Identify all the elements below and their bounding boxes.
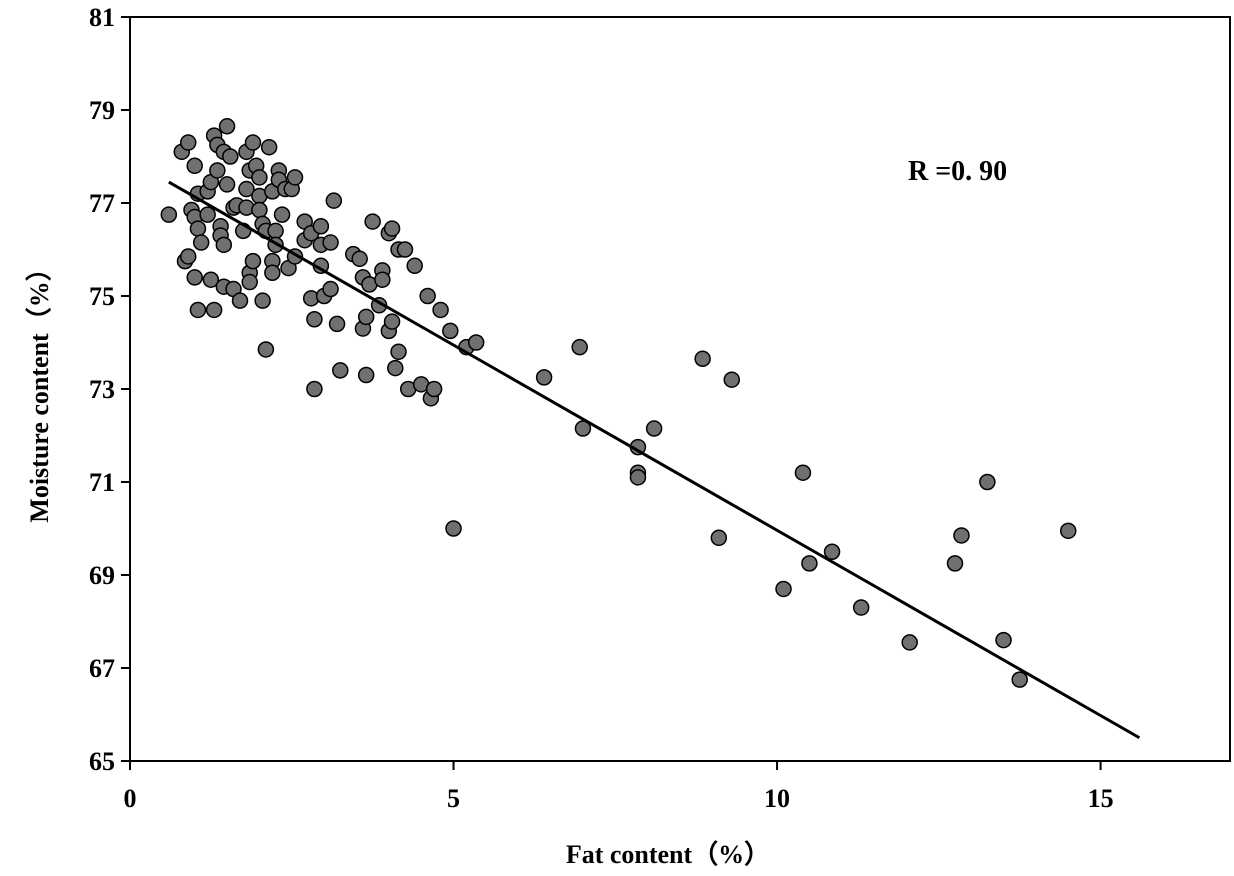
data-point — [351, 250, 368, 268]
data-point — [322, 234, 339, 251]
data-point — [186, 157, 203, 175]
data-point — [357, 366, 375, 384]
data-point — [1011, 671, 1028, 688]
y-tick-label: 65 — [89, 747, 115, 776]
data-point — [901, 634, 918, 651]
data-point — [306, 380, 323, 398]
data-point — [215, 236, 233, 254]
data-point — [571, 338, 588, 356]
x-tick-label: 10 — [764, 784, 790, 813]
data-point — [199, 206, 216, 223]
data-point — [251, 169, 268, 186]
data-point — [383, 220, 401, 237]
data-point — [312, 218, 330, 235]
y-tick-label: 79 — [89, 96, 115, 125]
data-point — [535, 369, 553, 386]
data-point — [794, 464, 812, 481]
data-point — [629, 469, 647, 486]
data-point — [218, 176, 236, 193]
y-axis-ticks: 65 67 69 71 73 75 77 79 81 — [89, 3, 130, 776]
data-point — [801, 555, 818, 572]
data-point — [254, 292, 271, 309]
data-point — [445, 520, 462, 537]
data-point — [189, 220, 207, 237]
y-tick-label: 69 — [89, 561, 115, 590]
data-point — [251, 201, 268, 219]
x-axis-ticks: 0 5 10 15 — [124, 761, 1114, 813]
data-point — [179, 248, 197, 265]
x-tick-label: 15 — [1088, 784, 1114, 813]
data-point — [374, 271, 391, 288]
data-point — [205, 301, 223, 319]
data-point — [946, 555, 964, 572]
data-point — [238, 180, 255, 198]
data-point — [852, 599, 870, 616]
data-point — [209, 162, 226, 179]
data-point — [306, 311, 323, 328]
data-point — [467, 334, 485, 351]
data-point — [419, 287, 436, 305]
data-point — [179, 134, 197, 151]
data-point — [267, 222, 284, 240]
data-point — [442, 322, 459, 340]
data-point — [264, 264, 281, 281]
data-point — [231, 292, 249, 309]
data-point — [202, 271, 220, 288]
plot-frame — [129, 16, 1231, 762]
data-point — [710, 529, 728, 547]
data-point — [775, 580, 792, 598]
data-point — [383, 313, 401, 330]
regression-line — [168, 180, 1141, 740]
data-point — [222, 148, 239, 165]
data-point — [953, 527, 970, 544]
data-point — [218, 118, 236, 135]
data-point — [160, 206, 178, 223]
data-point — [425, 380, 443, 398]
y-tick-label: 75 — [89, 282, 115, 311]
x-tick-label: 5 — [447, 784, 460, 813]
data-point — [645, 420, 663, 437]
data-point — [322, 280, 339, 298]
data-point — [357, 308, 375, 326]
data-point — [260, 138, 278, 156]
data-point — [257, 341, 275, 358]
data-point — [325, 192, 343, 209]
data-points — [160, 118, 1077, 688]
correlation-annotation: R =0. 90 — [908, 156, 1007, 187]
data-point — [390, 343, 407, 361]
y-tick-label: 77 — [89, 189, 115, 218]
y-axis-title: Moisture content（%） — [25, 255, 54, 522]
data-point — [189, 301, 207, 319]
data-point — [286, 169, 304, 186]
data-point — [723, 371, 741, 388]
data-point — [241, 273, 258, 291]
x-tick-label: 0 — [124, 784, 137, 813]
data-point — [979, 473, 996, 491]
data-point — [192, 234, 210, 251]
data-point — [694, 350, 711, 368]
data-point — [328, 315, 346, 333]
data-point — [186, 269, 203, 286]
data-point — [406, 257, 423, 275]
y-tick-label: 67 — [89, 654, 115, 683]
data-point — [244, 134, 262, 151]
data-point — [332, 362, 349, 379]
y-tick-label: 71 — [89, 468, 115, 497]
y-tick-label: 81 — [89, 3, 115, 32]
data-point — [995, 631, 1012, 649]
data-point — [1059, 522, 1077, 540]
data-point — [823, 543, 841, 560]
data-point — [396, 241, 414, 258]
data-point — [244, 252, 262, 270]
x-axis-title: Fat content（%） — [566, 840, 770, 869]
data-point — [574, 420, 592, 437]
data-point — [273, 206, 291, 223]
data-point — [432, 301, 449, 319]
data-point — [364, 213, 381, 230]
data-point — [387, 359, 404, 377]
y-tick-label: 73 — [89, 375, 115, 404]
